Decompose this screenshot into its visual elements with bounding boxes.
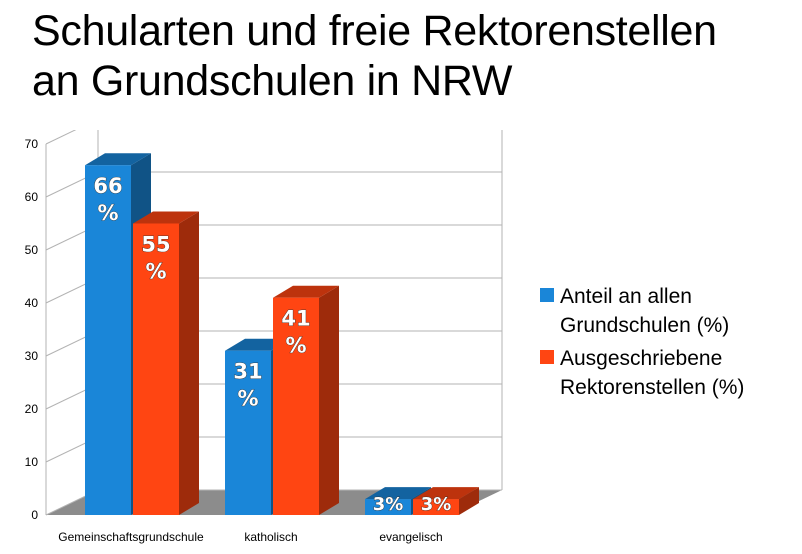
legend-swatch-rektorenstellen (540, 350, 554, 364)
data-label: % (97, 201, 118, 225)
y-tick-label: 20 (25, 402, 39, 416)
bar-side (319, 285, 339, 515)
data-label: 55 (141, 233, 170, 257)
bar-top (273, 285, 339, 298)
bar-evangelisch-anteil (365, 499, 411, 515)
data-label: % (145, 260, 166, 284)
bar-chart: 0 10 20 30 40 50 60 70 Gemeinschaftsgrundschule k… (25, 130, 503, 544)
legend-item-rektorenstellen: Ausgeschriebene Rektorenstellen (%) (540, 344, 802, 402)
legend-item-anteil: Anteil an allen Grundschulen (%) (540, 282, 802, 340)
chart-title-line-1: Schularten und freie Rektorenstellen (32, 7, 717, 55)
bar-top (365, 487, 431, 500)
bar-top (413, 487, 479, 500)
chart-title-line-2: an Grundschulen in NRW (32, 57, 513, 105)
y-tick-label: 0 (31, 508, 38, 522)
bar-side (179, 211, 199, 515)
bar-top (133, 211, 199, 224)
data-label: 3% (373, 494, 404, 515)
bar-katholisch-anteil (225, 350, 271, 515)
data-label: % (237, 387, 258, 411)
legend-label-anteil: Anteil an allen Grundschulen (%) (560, 285, 730, 337)
data-label: 66 (93, 174, 122, 198)
bar-gemeinschaftsgrundschule-anteil (85, 165, 131, 515)
y-tick-label: 60 (25, 190, 39, 204)
x-tick-label: evangelisch (379, 530, 442, 544)
bar-top (85, 153, 151, 166)
x-tick-label: Gemeinschaftsgrundschule (58, 530, 204, 544)
data-label: % (285, 334, 306, 358)
legend-swatch-anteil (540, 288, 554, 302)
y-tick-label: 10 (25, 455, 39, 469)
chart-title: Schularten und freie Rektorenstellen an … (32, 6, 717, 106)
data-label: 31 (233, 360, 262, 384)
gridline (45, 130, 77, 145)
y-tick-label: 70 (25, 137, 39, 151)
x-tick-label: katholisch (244, 530, 297, 544)
y-tick-label: 40 (25, 296, 39, 310)
bar-katholisch-rektorenstellen (273, 297, 319, 515)
data-label: 41 (281, 307, 310, 331)
legend-label-rektorenstellen: Ausgeschriebene Rektorenstellen (%) (560, 347, 745, 399)
chart-legend: Anteil an allen Grundschulen (%) Ausgesc… (540, 282, 802, 406)
data-label: 3% (421, 494, 452, 515)
y-tick-label: 30 (25, 349, 39, 363)
bar-gemeinschaftsgrundschule-rektorenstellen (133, 223, 179, 515)
y-tick-label: 50 (25, 243, 39, 257)
bar-side (459, 487, 479, 515)
bar-evangelisch-rektorenstellen (413, 499, 459, 515)
